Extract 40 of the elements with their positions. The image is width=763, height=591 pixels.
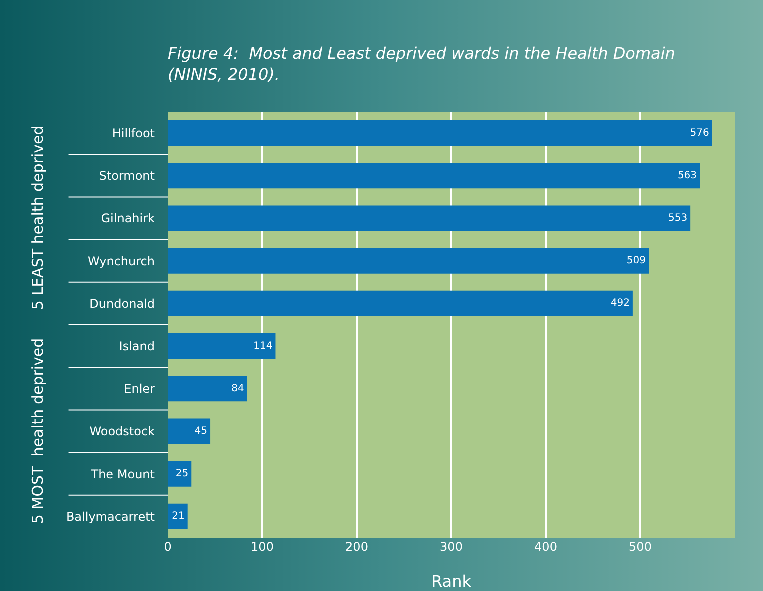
y-tick-label: Hillfoot: [112, 126, 156, 140]
text: 5 LEAST health deprived: [29, 126, 48, 310]
y-tick-label: The Mount: [90, 467, 156, 482]
y-tick-label: Woodstock: [90, 424, 156, 439]
data-label: 576: [690, 128, 710, 139]
data-label: 45: [194, 426, 208, 437]
bar: [168, 334, 276, 360]
data-label: 114: [254, 340, 273, 352]
x-axis-title: Rank: [432, 572, 472, 591]
x-tick-label: 300: [440, 540, 463, 554]
y-tick-label: Wynchurch: [88, 254, 155, 268]
data-label: 492: [610, 298, 630, 310]
text: 5 MOST health deprived: [29, 338, 48, 524]
bar: [168, 248, 650, 274]
data-label: 563: [678, 170, 698, 182]
bar: [168, 206, 691, 232]
data-label: 509: [626, 256, 646, 267]
bar: [168, 418, 211, 444]
bar: [168, 376, 248, 402]
x-tick-label: 0: [164, 540, 172, 554]
y-tick-label: Gilnahirk: [101, 212, 156, 226]
y-tick-label: Enler: [124, 382, 156, 396]
data-label: 84: [232, 383, 244, 394]
x-tick-label: 500: [629, 540, 652, 554]
y-tick-label: Dundonald: [90, 296, 155, 311]
data-label: 25: [176, 468, 189, 480]
data-label: 21: [172, 511, 185, 522]
bar: [168, 163, 700, 189]
y-tick-label: Ballymacarrett: [66, 510, 156, 524]
data-label: 553: [668, 213, 688, 224]
bar: [168, 290, 633, 316]
x-tick-label: 400: [534, 540, 558, 554]
bar: [168, 504, 188, 530]
y-tick-label: Stormont: [99, 169, 156, 184]
bar: [168, 120, 712, 146]
y-tick-label: Island: [119, 340, 155, 354]
x-tick-label: 100: [251, 540, 274, 554]
bar: [168, 461, 192, 487]
chart-title: Figure 4: Most and Least deprived wards in the Health Domain (NINIS, 2010).: [168, 44, 676, 84]
x-tick-label: 200: [346, 540, 368, 554]
